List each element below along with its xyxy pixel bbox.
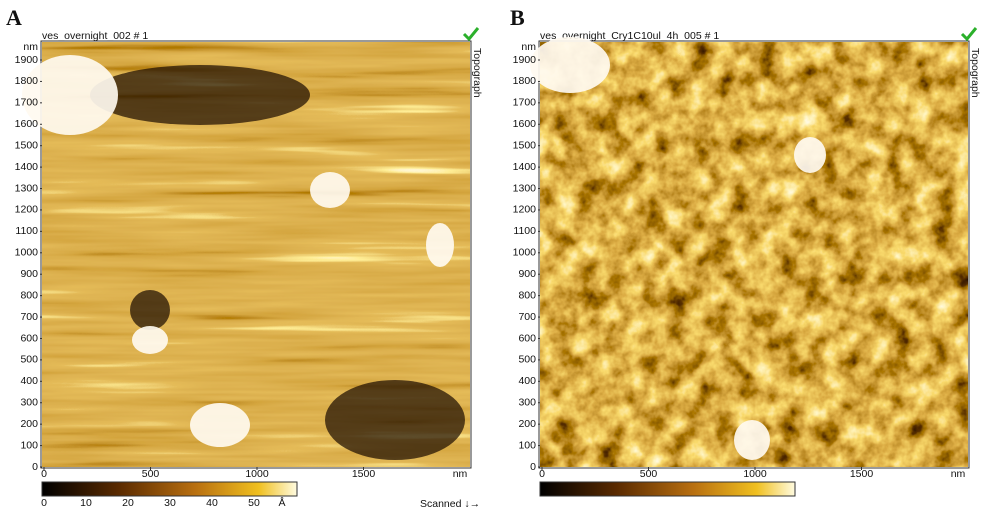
colorbar <box>540 482 795 496</box>
y-tick-label: 400 <box>518 375 536 387</box>
colorbar-tick-label: 40 <box>206 497 218 507</box>
y-tick-label: 100 <box>518 439 536 451</box>
y-tick-label: 1700 <box>513 97 537 109</box>
y-tick-label: 1700 <box>15 97 39 109</box>
y-tick-label: 700 <box>20 311 38 323</box>
y-tick-label: 300 <box>20 397 38 409</box>
panel-label: B <box>510 5 525 30</box>
y-tick-label: 100 <box>20 439 38 451</box>
y-tick-label: 1300 <box>513 182 537 194</box>
y-tick-label: 600 <box>20 332 38 344</box>
y-tick-label: 1900 <box>15 54 39 66</box>
y-tick-label: 900 <box>20 268 38 280</box>
y-tick-label: 900 <box>518 268 536 280</box>
dark-region <box>325 380 465 460</box>
x-unit: nm <box>453 468 468 480</box>
y-tick-label: 1000 <box>15 247 39 259</box>
y-tick-label: 1600 <box>15 118 39 130</box>
y-tick-label: 500 <box>20 354 38 366</box>
bright-feature <box>132 326 168 354</box>
x-unit: nm <box>951 468 966 480</box>
colorbar-tick-label: 0 <box>41 497 47 507</box>
y-tick-label: 200 <box>518 418 536 430</box>
y-tick-label: 500 <box>518 354 536 366</box>
scan-direction: Scanned ↓→ <box>420 498 480 507</box>
colorbar-tick-label: 10 <box>80 497 92 507</box>
y-tick-label: 1500 <box>513 139 537 151</box>
dark-region <box>90 65 310 125</box>
bright-feature <box>734 420 770 460</box>
y-tick-label: 1800 <box>15 75 39 87</box>
y-tick-label: 1900 <box>513 54 537 66</box>
bright-feature <box>794 137 826 173</box>
y-tick-label: 1400 <box>15 161 39 173</box>
y-tick-label: 0 <box>32 461 38 473</box>
y-tick-label: 800 <box>20 289 38 301</box>
y-tick-label: 1500 <box>15 139 39 151</box>
afm-image <box>540 42 968 467</box>
y-unit: nm <box>23 41 38 53</box>
colorbar-unit: Å <box>278 496 285 507</box>
colorbar <box>42 482 297 496</box>
y-tick-label: 1200 <box>15 204 39 216</box>
y-tick-label: 1300 <box>15 182 39 194</box>
y-tick-label: 1100 <box>513 225 536 237</box>
side-label: Topograph <box>471 48 483 98</box>
colorbar-tick-label: 30 <box>164 497 176 507</box>
image-title: ves_overnight_002 # 1 <box>42 30 148 42</box>
y-tick-label: 1100 <box>15 225 38 237</box>
bright-feature <box>310 172 350 208</box>
y-tick-label: 1000 <box>513 247 537 259</box>
y-tick-label: 600 <box>518 332 536 344</box>
bright-feature <box>426 223 454 267</box>
y-tick-label: 1600 <box>513 118 537 130</box>
y-tick-label: 400 <box>20 375 38 387</box>
bright-feature <box>190 403 250 447</box>
y-tick-label: 1400 <box>513 161 537 173</box>
panel-label: A <box>6 5 22 30</box>
colorbar-tick-label: 20 <box>122 497 134 507</box>
y-tick-label: 700 <box>518 311 536 323</box>
side-label: Topograph <box>969 48 981 98</box>
status-check <box>962 28 976 39</box>
status-check <box>464 28 478 39</box>
bright-feature <box>530 37 610 93</box>
y-tick-label: 200 <box>20 418 38 430</box>
y-tick-label: 1200 <box>513 204 537 216</box>
y-tick-label: 800 <box>518 289 536 301</box>
page: {"panels": [ {"label": "A", "title": "ve… <box>0 0 982 507</box>
colorbar-tick-label: 50 <box>248 497 260 507</box>
y-tick-label: 1800 <box>513 75 537 87</box>
y-tick-label: 300 <box>518 397 536 409</box>
dark-region <box>130 290 170 330</box>
figure: Aves_overnight_002 # 1Topographnm1900180… <box>0 0 982 507</box>
y-tick-label: 0 <box>530 461 536 473</box>
y-unit: nm <box>521 41 536 53</box>
